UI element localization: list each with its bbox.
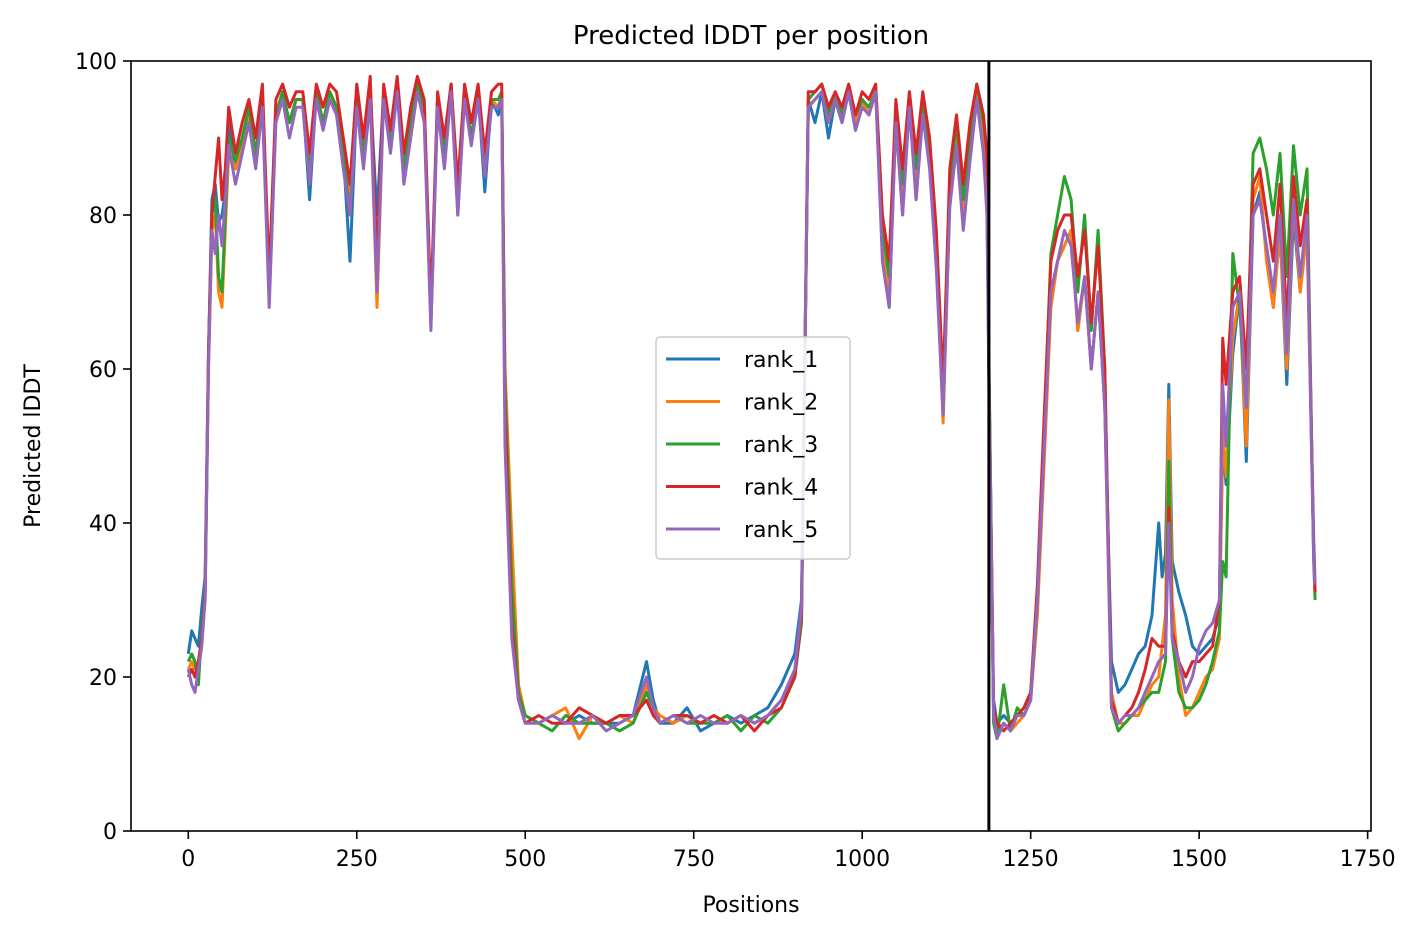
legend: rank_1 rank_2 rank_3 rank_4 rank_5 — [655, 336, 851, 560]
legend-label: rank_1 — [744, 348, 818, 373]
x-axis-title: Positions — [702, 893, 799, 918]
y-tick-label: 20 — [89, 666, 117, 691]
x-axis-ticks: 0 250 500 750 1000 1250 1500 1750 — [181, 831, 1396, 872]
x-tick-label: 1750 — [1340, 847, 1396, 872]
x-tick-label: 0 — [181, 847, 195, 872]
chart-title: Predicted lDDT per position — [573, 21, 929, 51]
legend-label: rank_3 — [744, 433, 818, 458]
x-tick-label: 250 — [336, 847, 378, 872]
y-tick-label: 60 — [89, 358, 117, 383]
legend-label: rank_4 — [744, 476, 818, 501]
y-tick-label: 80 — [89, 204, 117, 229]
series-group — [186, 74, 1317, 741]
x-tick-label: 500 — [504, 847, 546, 872]
series-line-rank-4 — [186, 74, 1317, 733]
series-line-rank-5 — [186, 90, 1317, 741]
legend-label: rank_5 — [744, 518, 818, 543]
y-tick-label: 0 — [103, 820, 117, 845]
y-axis-ticks: 0 20 40 60 80 100 — [75, 50, 131, 845]
x-tick-label: 750 — [673, 847, 715, 872]
x-tick-label: 1500 — [1171, 847, 1227, 872]
y-tick-label: 40 — [89, 512, 117, 537]
plot-frame — [130, 60, 1372, 832]
legend-box — [655, 336, 851, 560]
x-tick-label: 1000 — [834, 847, 890, 872]
y-axis-title: Predicted lDDT — [21, 364, 46, 528]
legend-label: rank_2 — [744, 391, 818, 416]
x-tick-label: 1250 — [1003, 847, 1059, 872]
y-tick-label: 100 — [75, 50, 117, 75]
